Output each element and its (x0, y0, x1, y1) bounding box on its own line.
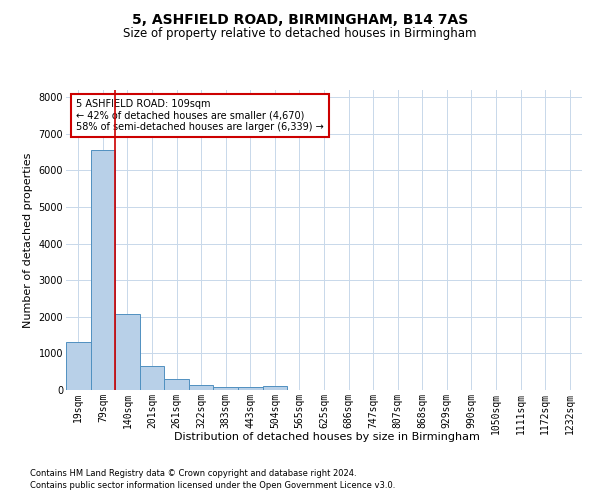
Bar (91, 150, 115, 390)
Bar (140, 366, 164, 390)
Bar (66, 342, 91, 390)
Bar (238, 388, 263, 390)
Text: Size of property relative to detached houses in Birmingham: Size of property relative to detached ho… (123, 28, 477, 40)
Bar (189, 384, 214, 390)
Text: 5, ASHFIELD ROAD, BIRMINGHAM, B14 7AS: 5, ASHFIELD ROAD, BIRMINGHAM, B14 7AS (132, 12, 468, 26)
Bar (164, 380, 189, 390)
Y-axis label: Number of detached properties: Number of detached properties (23, 152, 33, 328)
Text: Contains public sector information licensed under the Open Government Licence v3: Contains public sector information licen… (30, 481, 395, 490)
Bar (214, 386, 238, 390)
Text: Distribution of detached houses by size in Birmingham: Distribution of detached houses by size … (174, 432, 480, 442)
Bar (115, 314, 140, 390)
Bar (263, 386, 287, 390)
Text: 5 ASHFIELD ROAD: 109sqm
← 42% of detached houses are smaller (4,670)
58% of semi: 5 ASHFIELD ROAD: 109sqm ← 42% of detache… (76, 99, 324, 132)
Text: Contains HM Land Registry data © Crown copyright and database right 2024.: Contains HM Land Registry data © Crown c… (30, 468, 356, 477)
